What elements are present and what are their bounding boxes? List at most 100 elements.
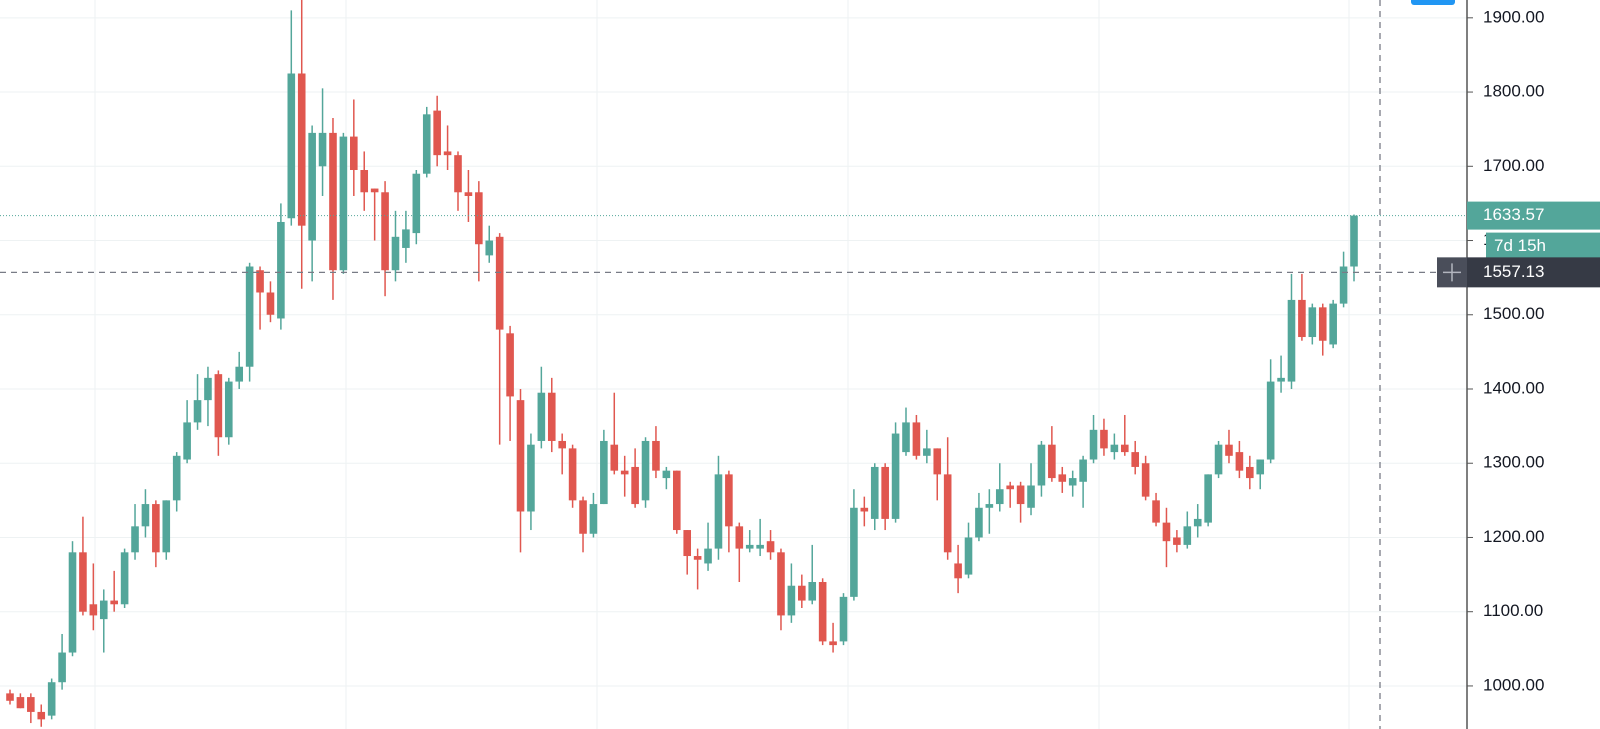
candle-body <box>99 600 108 620</box>
candle-body <box>1120 444 1129 453</box>
candle-body <box>537 392 546 441</box>
candle-body <box>1089 429 1098 460</box>
candle-body <box>850 507 858 597</box>
candle-body <box>610 444 619 471</box>
candle-body <box>454 155 462 193</box>
candle-body <box>1308 307 1317 338</box>
candle-body <box>829 641 837 646</box>
candles <box>6 0 1358 727</box>
candle-body <box>964 537 973 575</box>
candle-body <box>735 526 744 549</box>
candle-body <box>1058 474 1067 482</box>
candle-body <box>391 236 400 271</box>
candle-body <box>1048 444 1056 479</box>
candle-body <box>620 470 629 475</box>
countdown-label: 7d 15h <box>1494 236 1546 255</box>
candle-body <box>954 563 962 579</box>
candle-body <box>308 132 316 241</box>
candle-body <box>1183 526 1192 545</box>
candle-body <box>110 600 118 605</box>
y-tick-label: 1500.00 <box>1483 304 1544 323</box>
candle-body <box>183 422 191 460</box>
candle-body <box>443 151 452 156</box>
candle-body <box>579 500 587 534</box>
candle-body <box>256 270 264 293</box>
candle-body <box>672 470 681 531</box>
candle-body <box>58 652 66 683</box>
candle-body <box>1100 429 1108 449</box>
candle-body <box>818 582 827 642</box>
candle-body <box>1027 485 1035 508</box>
candle-body <box>1131 452 1140 467</box>
candle-body <box>1141 463 1150 497</box>
candle-body <box>631 466 639 505</box>
candle-body <box>683 530 692 557</box>
candle-body <box>422 114 431 174</box>
candle-body <box>224 381 233 438</box>
candle-body <box>693 556 702 560</box>
candle-body <box>37 711 46 720</box>
candle-body <box>297 73 306 226</box>
candle-body <box>756 544 764 549</box>
candle-body <box>1350 215 1358 267</box>
candle-body <box>412 173 421 234</box>
candle-body <box>1246 466 1254 479</box>
candle-body <box>1110 444 1119 453</box>
candle-body <box>141 504 150 527</box>
candle-body <box>1079 459 1087 482</box>
candle-body <box>902 422 910 453</box>
candle-body <box>714 474 723 549</box>
candle-body <box>1162 522 1171 542</box>
button[interactable] <box>1411 0 1455 5</box>
candle-body <box>933 448 942 475</box>
candle-body <box>1225 444 1233 456</box>
candle-body <box>787 585 796 616</box>
candle-body <box>985 504 994 508</box>
candle-body <box>287 73 296 219</box>
candle-body <box>1173 537 1181 545</box>
candle-body <box>1193 518 1202 527</box>
candle-body <box>923 448 931 456</box>
candle-body <box>360 170 369 193</box>
candle-body <box>120 552 129 605</box>
y-tick-label: 1000.00 <box>1483 675 1544 694</box>
y-tick-label: 1300.00 <box>1483 453 1544 472</box>
candle-body <box>891 433 900 519</box>
overlay <box>0 0 1467 729</box>
candle-body <box>860 507 869 512</box>
candle-body <box>1235 452 1244 471</box>
y-tick-label: 1200.00 <box>1483 527 1544 546</box>
candle-body <box>16 697 25 709</box>
candle-body <box>318 132 327 167</box>
candle-body <box>558 440 566 449</box>
candle-body <box>975 507 983 538</box>
y-tick-label: 1400.00 <box>1483 378 1544 397</box>
candle-body <box>131 526 139 553</box>
candle-body <box>1214 444 1223 475</box>
candle-body <box>527 444 535 512</box>
candle-body <box>1329 303 1337 345</box>
crosshair-box <box>1467 257 1600 288</box>
candle-body <box>777 552 785 616</box>
candle-body <box>381 192 389 271</box>
candle-body <box>1277 377 1285 382</box>
candle-body <box>235 366 244 382</box>
candle-body <box>277 221 285 319</box>
candle-body <box>79 552 87 612</box>
candle-body <box>506 333 514 397</box>
candle-body <box>652 440 660 471</box>
candle-body <box>1006 485 1014 490</box>
candle-body <box>547 392 556 441</box>
candle-body <box>27 697 35 712</box>
candle-body <box>808 582 817 601</box>
candle-body <box>1266 381 1275 460</box>
candle-body <box>266 292 275 315</box>
candle-body <box>47 682 56 716</box>
candle-body <box>798 585 806 601</box>
candle-body <box>1068 478 1077 486</box>
candle-body <box>68 552 77 653</box>
candle-body <box>1256 459 1265 475</box>
candle-body <box>662 470 671 479</box>
candle-body <box>214 374 223 438</box>
